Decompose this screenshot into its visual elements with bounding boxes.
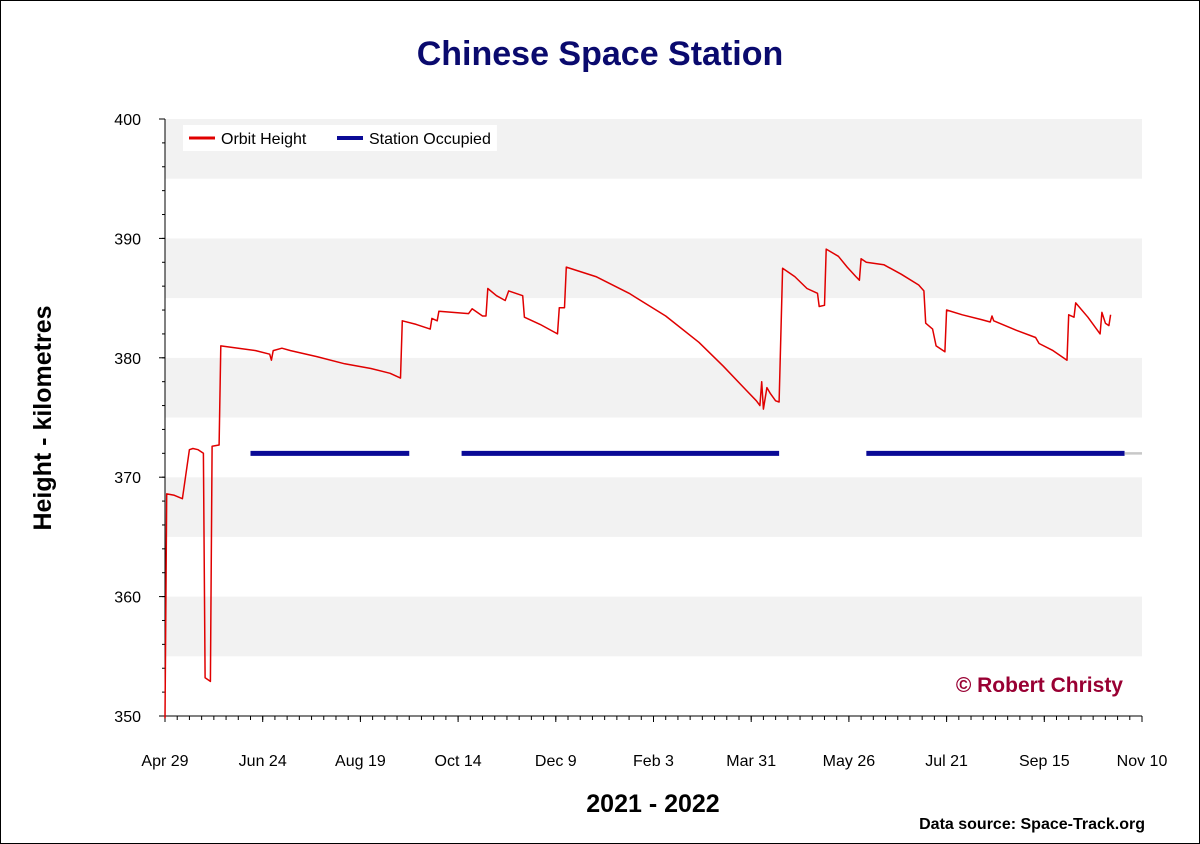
- copyright-credit: © Robert Christy: [956, 674, 1123, 697]
- grid-band: [165, 536, 1142, 597]
- grid-band: [165, 357, 1142, 418]
- data-source: Data source: Space-Track.org: [919, 816, 1145, 833]
- orbit-height-line: [164, 248, 1112, 719]
- legend-label-station-occupied: Station Occupied: [369, 131, 491, 148]
- grid-band: [165, 417, 1142, 478]
- grid-band: [165, 477, 1142, 537]
- x-tick-label: Jun 24: [239, 753, 287, 770]
- grid-band: [165, 178, 1142, 239]
- grid-band: [165, 596, 1142, 657]
- y-tick-label: 360: [114, 590, 141, 607]
- y-tick-label: 400: [114, 112, 141, 129]
- x-axis-label: 2021 - 2022: [586, 790, 719, 818]
- x-tick-label: Nov 10: [1117, 753, 1168, 770]
- y-tick-label: 380: [114, 351, 141, 368]
- x-tick-label: Apr 29: [141, 753, 188, 770]
- x-tick-label: Oct 14: [435, 753, 482, 770]
- legend: Orbit Height Station Occupied: [183, 125, 497, 151]
- grid-bands: [165, 119, 1142, 716]
- y-axis-ticks: 350 360 370 380 390 400: [114, 112, 165, 726]
- grid-band: [165, 656, 1142, 716]
- grid-band: [165, 238, 1142, 299]
- x-tick-label: Mar 31: [726, 753, 776, 770]
- legend-label-orbit-height: Orbit Height: [221, 131, 307, 148]
- x-tick-label: Sep 15: [1019, 753, 1070, 770]
- y-tick-label: 350: [114, 709, 141, 726]
- y-tick-label: 390: [114, 231, 141, 248]
- x-axis-ticks: Apr 29 Jun 24 Aug 19 Oct 14 Dec 9 Feb 3 Mar 31…: [141, 716, 1167, 770]
- y-tick-label: 370: [114, 470, 141, 487]
- x-tick-label: Dec 9: [535, 753, 577, 770]
- orbit-height-series: [164, 248, 1112, 719]
- chart-title: Chinese Space Station: [417, 35, 784, 73]
- x-tick-label: Jul 21: [925, 753, 968, 770]
- x-tick-label: Aug 19: [335, 753, 386, 770]
- grid-band: [165, 298, 1142, 358]
- y-axis-label: Height - kilometres: [29, 305, 57, 530]
- x-tick-label: May 26: [823, 753, 876, 770]
- x-tick-label: Feb 3: [633, 753, 674, 770]
